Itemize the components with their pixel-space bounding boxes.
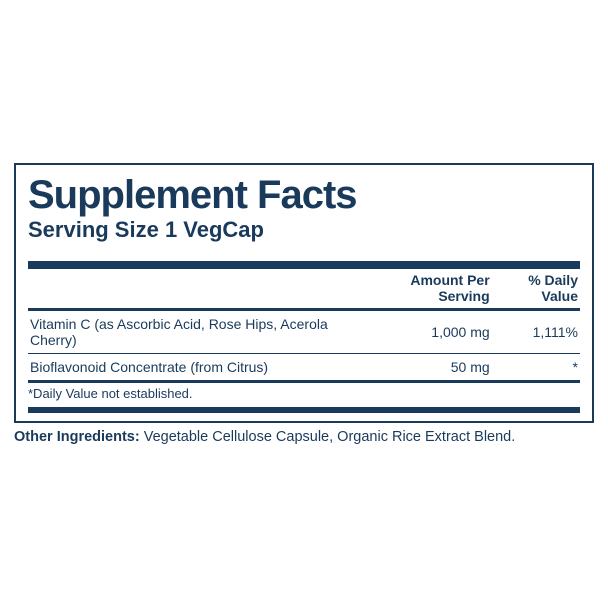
header-dv-l2: Value	[541, 288, 578, 304]
other-label: Other Ingredients:	[14, 429, 140, 445]
footnote: *Daily Value not established.	[28, 383, 580, 407]
serving-size: Serving Size 1 VegCap	[28, 217, 580, 243]
row-name: Bioflavonoid Concentrate (from Citrus)	[28, 354, 370, 380]
table-row: Vitamin C (as Ascorbic Acid, Rose Hips, …	[28, 311, 580, 353]
other-ingredients: Other Ingredients: Vegetable Cellulose C…	[14, 429, 594, 445]
table-row: Bioflavonoid Concentrate (from Citrus) 5…	[28, 354, 580, 380]
col-header-dv: % Daily Value	[492, 269, 580, 308]
row-dv: *	[492, 354, 580, 380]
panel-title: Supplement Facts	[28, 175, 580, 215]
supplement-facts-panel: Supplement Facts Serving Size 1 VegCap A…	[14, 163, 594, 423]
header-amount-l1: Amount Per	[410, 272, 489, 288]
col-header-amount: Amount Per Serving	[370, 269, 491, 308]
row-dv: 1,111%	[492, 311, 580, 353]
col-header-name	[28, 269, 370, 308]
header-dv-l1: % Daily	[528, 272, 578, 288]
facts-rows: Vitamin C (as Ascorbic Acid, Rose Hips, …	[28, 311, 580, 353]
header-amount-l2: Serving	[438, 288, 489, 304]
row-amount: 50 mg	[370, 354, 491, 380]
other-text: Vegetable Cellulose Capsule, Organic Ric…	[140, 429, 516, 445]
facts-table: Amount Per Serving % Daily Value	[28, 269, 580, 308]
rule-bottom	[28, 407, 580, 413]
facts-rows-2: Bioflavonoid Concentrate (from Citrus) 5…	[28, 354, 580, 380]
row-amount: 1,000 mg	[370, 311, 491, 353]
row-name: Vitamin C (as Ascorbic Acid, Rose Hips, …	[28, 311, 370, 353]
rule-thick	[28, 261, 580, 269]
